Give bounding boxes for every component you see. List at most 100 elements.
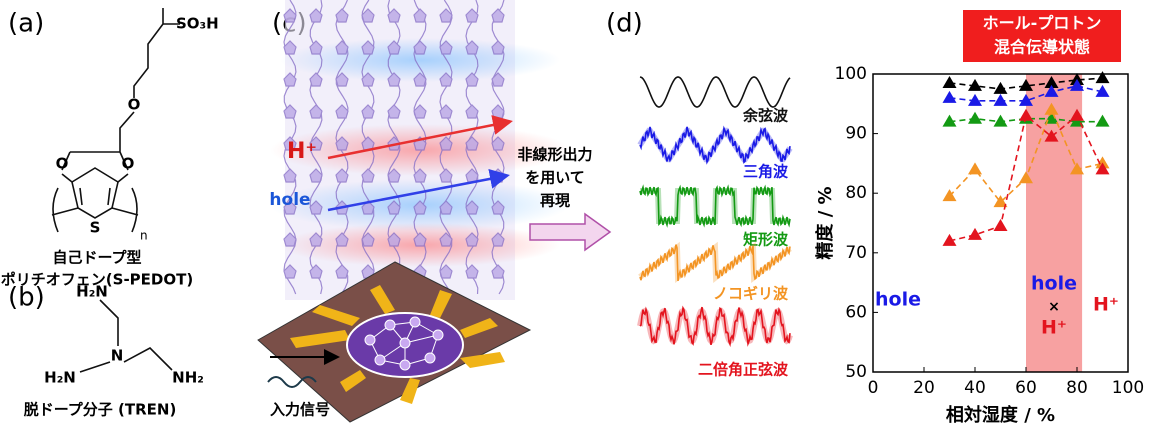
monomer xyxy=(491,8,505,23)
x-tick-label: 60 xyxy=(1015,378,1037,398)
data-point xyxy=(1044,84,1059,97)
monomer xyxy=(439,200,453,215)
monomer xyxy=(335,136,349,151)
monomer xyxy=(361,168,375,183)
data-point xyxy=(1019,171,1033,184)
data-point xyxy=(993,218,1008,231)
annotation: H⁺ xyxy=(1093,294,1119,316)
monomer xyxy=(465,72,479,87)
process-arrow xyxy=(529,212,612,252)
data-point xyxy=(1019,78,1033,91)
monomer xyxy=(439,40,453,55)
atom-label: H₂N xyxy=(76,283,108,301)
data-point xyxy=(993,81,1008,94)
monomer xyxy=(387,136,401,151)
data-point xyxy=(993,93,1008,106)
data-point xyxy=(1044,102,1059,115)
network-node xyxy=(374,354,386,366)
y-tick-label: 70 xyxy=(845,243,867,263)
monomer xyxy=(413,200,427,215)
data-point xyxy=(1070,78,1084,91)
annotation: H⁺ xyxy=(1041,317,1067,339)
monomer xyxy=(361,40,375,55)
monomer xyxy=(335,72,349,87)
monomer xyxy=(465,264,479,279)
repeat-label: n xyxy=(140,229,148,243)
monomer xyxy=(387,40,401,55)
monomer xyxy=(283,168,297,183)
y-tick-label: 100 xyxy=(835,64,867,84)
annotation: hole xyxy=(875,289,921,311)
monomer xyxy=(491,232,505,247)
monomer xyxy=(335,8,349,23)
atom-label: O xyxy=(128,96,141,114)
monomer xyxy=(361,136,375,151)
data-point xyxy=(968,111,982,124)
monomer xyxy=(465,104,479,119)
monomer xyxy=(361,104,375,119)
monomer xyxy=(491,264,505,279)
x-axis-label: 相対湿度 / % xyxy=(946,404,1055,426)
output-wave xyxy=(639,305,791,348)
output-wave xyxy=(639,244,791,282)
data-point xyxy=(1095,162,1110,175)
monomer xyxy=(491,136,505,151)
y-tick-label: 90 xyxy=(845,124,867,144)
monomer xyxy=(439,136,453,151)
monomer xyxy=(335,104,349,119)
monomer xyxy=(309,136,323,151)
data-point xyxy=(1019,93,1033,106)
data-point xyxy=(1070,108,1084,121)
panel-label: (a) xyxy=(8,9,44,39)
monomer xyxy=(413,168,427,183)
monomer xyxy=(283,200,297,215)
data-point xyxy=(968,78,982,91)
monomer xyxy=(387,72,401,87)
network-node xyxy=(399,337,411,349)
data-point xyxy=(942,114,957,127)
monomer xyxy=(387,232,401,247)
monomer xyxy=(439,232,453,247)
structure-b xyxy=(79,299,173,373)
data-point xyxy=(942,233,957,246)
monomer xyxy=(309,232,323,247)
monomer xyxy=(361,8,375,23)
atom-label: O xyxy=(122,155,135,173)
monomer xyxy=(387,8,401,23)
data-point xyxy=(968,93,982,106)
network-node xyxy=(409,316,421,328)
output-wave xyxy=(639,125,791,165)
monomer xyxy=(413,72,427,87)
monomer xyxy=(413,104,427,119)
data-point xyxy=(942,90,957,103)
monomer xyxy=(335,232,349,247)
x-tick-label: 40 xyxy=(964,378,986,398)
y-tick-label: 50 xyxy=(845,362,867,382)
network-node xyxy=(424,352,436,364)
process-label: 非線形出力 xyxy=(517,146,592,164)
monomer xyxy=(413,8,427,23)
annotation: × xyxy=(1048,299,1060,315)
monomer xyxy=(387,104,401,119)
monomer xyxy=(335,40,349,55)
panel-label: (b) xyxy=(8,283,45,313)
atom-label: O xyxy=(56,155,69,173)
x-tick-label: 100 xyxy=(1112,378,1144,398)
monomer xyxy=(465,200,479,215)
data-point xyxy=(968,162,982,175)
x-tick-label: 80 xyxy=(1066,378,1088,398)
monomer xyxy=(361,72,375,87)
monomer xyxy=(335,168,349,183)
state-box-label: 混合伝導状態 xyxy=(994,38,1090,57)
data-point xyxy=(1019,108,1033,121)
network-node xyxy=(432,329,444,341)
monomer xyxy=(309,168,323,183)
monomer xyxy=(465,232,479,247)
output-wave xyxy=(639,184,791,228)
monomer xyxy=(309,200,323,215)
data-point xyxy=(1070,162,1084,175)
network-node xyxy=(399,359,411,371)
wave-label: ノコギリ波 xyxy=(713,285,789,303)
